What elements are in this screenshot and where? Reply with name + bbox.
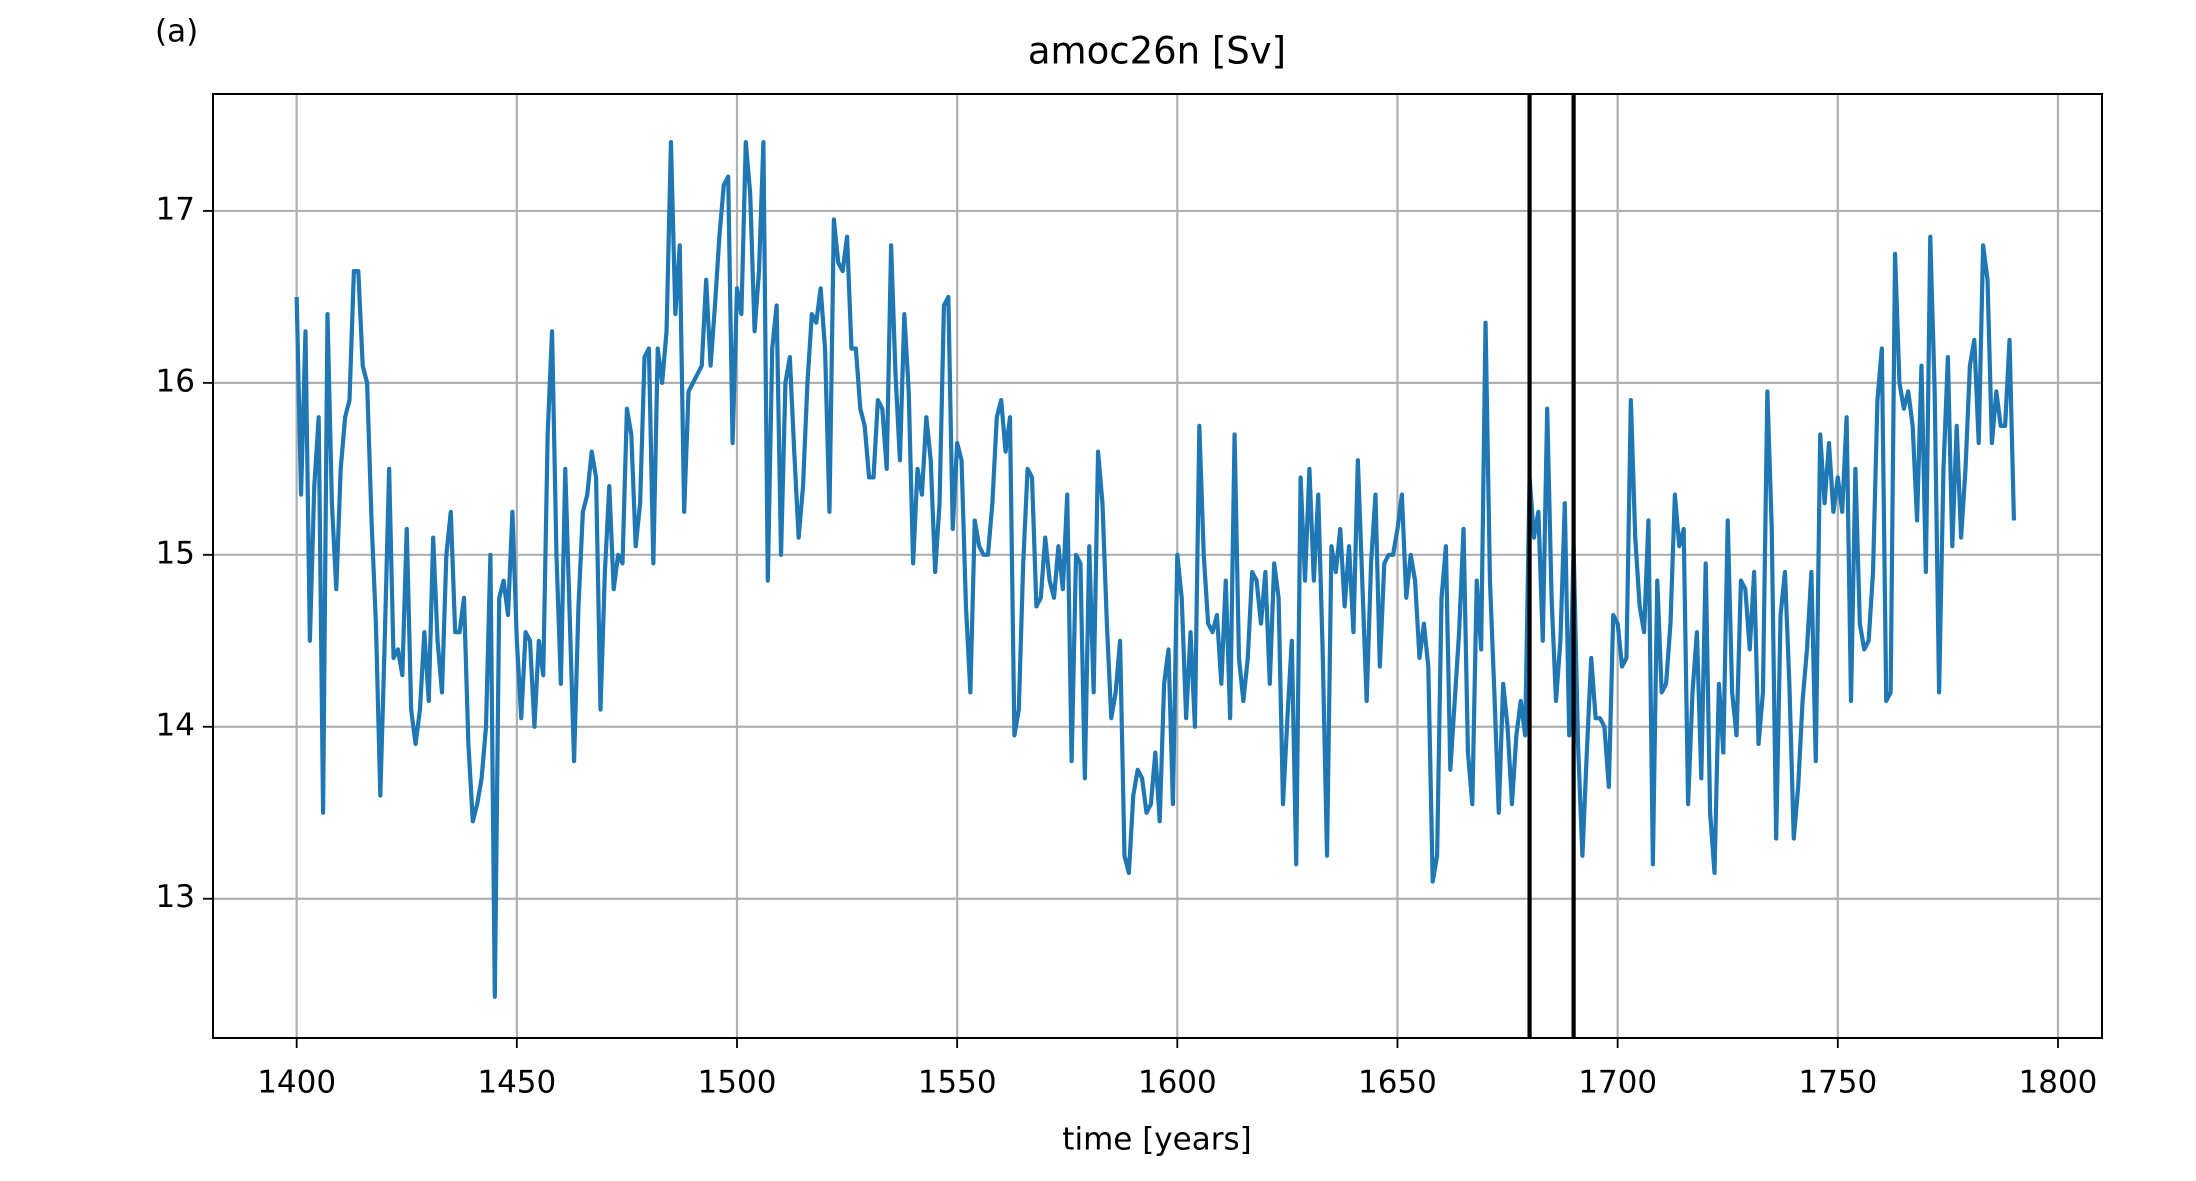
plot-frame bbox=[212, 93, 2103, 1039]
y-tick-label: 15 bbox=[156, 535, 195, 571]
y-tick-label: 16 bbox=[156, 363, 195, 399]
y-tick-label: 13 bbox=[156, 879, 195, 915]
x-tick-label: 1750 bbox=[1798, 1065, 1877, 1101]
y-tick-label: 14 bbox=[156, 707, 195, 743]
x-tick-label: 1700 bbox=[1578, 1065, 1657, 1101]
x-tick-label: 1550 bbox=[918, 1065, 997, 1101]
x-tick-label: 1400 bbox=[257, 1065, 336, 1101]
x-tick-label: 1800 bbox=[2019, 1065, 2098, 1101]
y-tick-label: 17 bbox=[156, 191, 195, 227]
x-tick-label: 1650 bbox=[1358, 1065, 1437, 1101]
x-tick-label: 1600 bbox=[1138, 1065, 1217, 1101]
panel-label: (a) bbox=[155, 14, 198, 50]
x-axis-label: time [years] bbox=[1062, 1122, 1251, 1158]
x-tick-label: 1450 bbox=[477, 1065, 556, 1101]
x-tick-label: 1500 bbox=[698, 1065, 777, 1101]
data-line bbox=[294, 140, 2017, 999]
chart-title: amoc26n [Sv] bbox=[1028, 30, 1286, 73]
